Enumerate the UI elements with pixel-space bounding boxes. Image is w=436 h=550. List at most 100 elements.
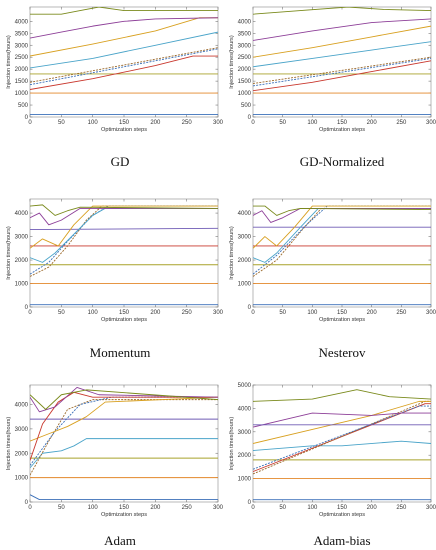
series-line-4 [30,55,218,90]
y-tick-label: 4000 [15,211,29,217]
y-tick-label: 4000 [238,211,252,217]
series-line-7 [253,405,431,470]
series-line-6 [253,207,431,277]
y-tick-label: 2500 [238,55,252,61]
series-line-8 [30,207,218,263]
series-line-7 [30,31,218,69]
y-tick-label: 2000 [238,453,252,459]
x-axis-label: Optimization steps [319,317,365,323]
series-line-8 [253,25,431,58]
chart-panel-3: 0 50 100 150 200 250 30001000200030004000Optim… [6,198,224,360]
y-tick-label: 500 [241,103,252,109]
series-line-11 [30,204,218,216]
y-axis-label: Injection times(hours) [229,226,235,280]
x-tick-label: 100 [88,310,99,316]
x-tick-label: 50 [58,120,65,126]
chart-caption: GD-Normalized [300,154,385,169]
series-line-8 [30,17,218,57]
x-tick-label: 50 [279,310,286,316]
series-line-4 [253,440,431,451]
chart-caption: GD [111,154,130,169]
plot-frame [252,6,432,118]
x-tick-label: 0 [251,310,255,316]
chart-panel-5: 0 50 100 150 200 250 30001000200030004000Optim… [6,384,224,548]
chart-panel-4: 0 50 100 150 200 250 30001000200030004000Optim… [229,198,436,360]
y-tick-label: 1000 [15,476,29,482]
x-tick-label: 50 [58,505,65,511]
y-axis-label: Injection times(hours) [6,226,12,280]
x-tick-label: 200 [367,120,378,126]
x-tick-label: 50 [279,120,286,126]
series-line-11 [253,205,431,216]
x-tick-label: 50 [58,310,65,316]
x-tick-label: 300 [213,120,224,126]
series-line-7 [30,396,218,466]
chart-caption: Adam-bias [313,533,370,548]
x-axis-label: Optimization steps [319,512,365,518]
chart-panel-2: 0 50 100 150 200 250 3000500100015002000250030… [229,6,436,169]
y-tick-label: 3500 [15,31,29,37]
series-line-10 [253,207,431,223]
y-tick-label: 2000 [238,258,252,264]
x-tick-label: 150 [119,310,130,316]
series-line-7 [253,41,431,68]
x-axis-label: Optimization steps [101,512,147,518]
x-tick-label: 200 [367,505,378,511]
series-line-1 [30,494,218,501]
x-tick-label: 200 [150,120,161,126]
series-line-5 [253,56,431,84]
y-tick-label: 0 [248,115,252,121]
x-tick-label: 0 [28,310,32,316]
y-tick-label: 5000 [238,383,252,389]
series-line-9 [253,205,431,249]
x-tick-label: 250 [182,120,193,126]
x-tick-label: 250 [396,120,407,126]
y-tick-label: 3000 [238,43,252,49]
y-tick-label: 4000 [15,403,29,409]
series-line-11 [253,389,431,402]
x-tick-label: 50 [279,505,286,511]
series-line-10 [253,7,431,15]
series-line-7 [30,205,218,275]
series-line-9 [30,391,218,461]
y-axis-label: Injection times(hours) [229,35,235,89]
x-axis-label: Optimization steps [101,127,147,133]
series-line-6 [253,57,431,87]
y-tick-label: 2000 [238,67,252,73]
y-tick-label: 2000 [15,258,29,264]
y-tick-label: 0 [25,115,29,121]
x-tick-label: 0 [28,120,32,126]
y-tick-label: 500 [18,103,29,109]
x-tick-label: 150 [337,120,348,126]
x-tick-label: 100 [88,120,99,126]
series-line-6 [30,48,218,86]
series-line-10 [30,207,218,226]
series-line-8 [30,396,218,442]
plot-frame [252,384,432,503]
chart-caption: Adam [104,533,136,548]
x-tick-label: 150 [337,505,348,511]
x-tick-label: 0 [251,505,255,511]
y-tick-label: 1000 [238,477,252,483]
y-tick-label: 0 [248,500,252,506]
x-tick-label: 200 [367,310,378,316]
x-tick-label: 300 [426,310,436,316]
y-tick-label: 0 [25,500,29,506]
y-tick-label: 3000 [238,235,252,241]
series-line-8 [253,400,431,444]
plot-frame [29,6,219,118]
y-tick-label: 1000 [238,282,252,288]
x-tick-label: 250 [182,310,193,316]
series-line-7 [253,205,431,275]
y-tick-label: 3000 [15,427,29,433]
y-tick-label: 2000 [15,451,29,457]
series-line-5 [253,403,431,472]
x-tick-label: 300 [426,120,436,126]
series-line-10 [30,7,218,15]
y-tick-label: 1000 [15,91,29,97]
x-tick-label: 150 [119,120,130,126]
x-tick-label: 250 [396,505,407,511]
y-tick-label: 2500 [15,55,29,61]
series-line-5 [30,47,218,83]
